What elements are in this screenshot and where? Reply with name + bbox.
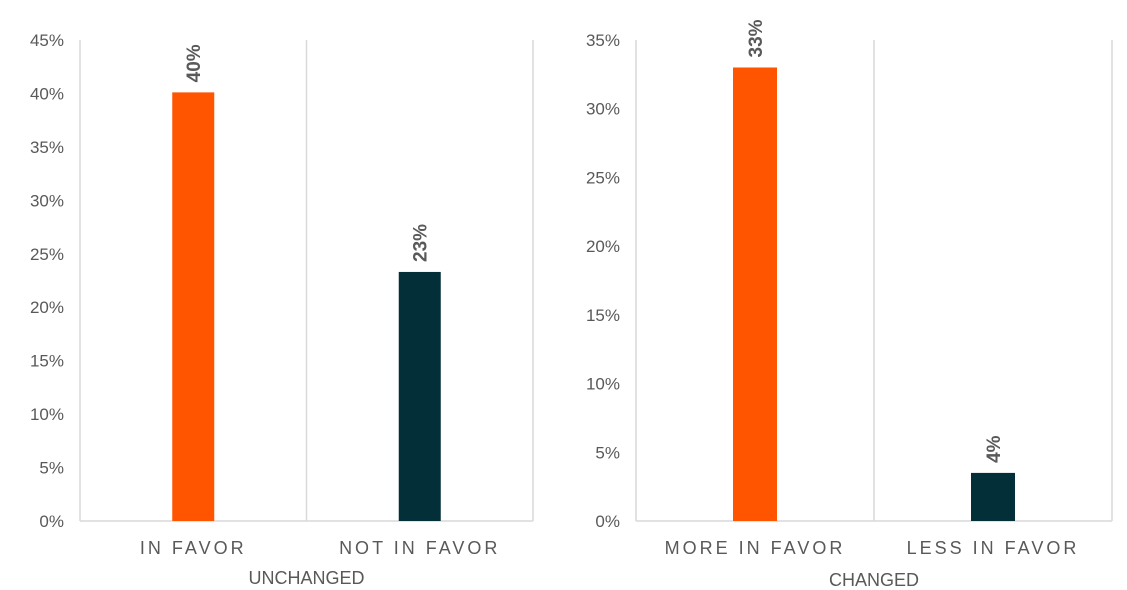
y-tick-label: 40% (30, 84, 64, 103)
unchanged-chart: 0% 5% 10% 15% 20% 25% 30% 35% 40% 45% 40% IN FAVOR 2… (30, 31, 534, 588)
y-tick-label: 5% (39, 459, 64, 478)
y-tick-label: 20% (586, 237, 620, 256)
bar-less-in-favor (971, 472, 1015, 521)
y-tick-label: 25% (586, 168, 620, 187)
y-tick-label: 0% (39, 512, 64, 531)
x-category-label: MORE IN FAVOR (665, 538, 846, 558)
y-tick-label: 20% (30, 298, 64, 317)
bar-in-favor (172, 92, 215, 522)
x-axis-title: CHANGED (829, 570, 919, 590)
x-category-label: NOT IN FAVOR (339, 538, 500, 558)
y-tick-label: 10% (30, 405, 64, 424)
bar-not-in-favor (398, 271, 441, 521)
data-label: 40% (184, 44, 205, 82)
y-tick-label: 25% (30, 245, 64, 264)
x-axis-title: UNCHANGED (248, 568, 364, 588)
y-tick-label: 35% (30, 138, 64, 157)
y-tick-label: 15% (586, 306, 620, 325)
y-tick-label: 5% (595, 443, 620, 462)
y-tick-label: 0% (595, 512, 620, 531)
data-label: 23% (411, 224, 432, 262)
bar-more-in-favor (733, 67, 777, 521)
data-label: 4% (984, 435, 1005, 463)
y-tick-label: 15% (30, 352, 64, 371)
x-category-label: LESS IN FAVOR (907, 538, 1080, 558)
y-tick-label: 30% (586, 100, 620, 119)
changed-chart: 0% 5% 10% 15% 20% 25% 30% 35% 33% MORE IN FAVOR 4%… (586, 19, 1113, 590)
data-label: 33% (746, 19, 767, 57)
y-tick-label: 10% (586, 375, 620, 394)
y-tick-label: 35% (586, 31, 620, 50)
x-category-label: IN FAVOR (140, 538, 247, 558)
y-tick-label: 30% (30, 191, 64, 210)
y-tick-label: 45% (30, 31, 64, 50)
